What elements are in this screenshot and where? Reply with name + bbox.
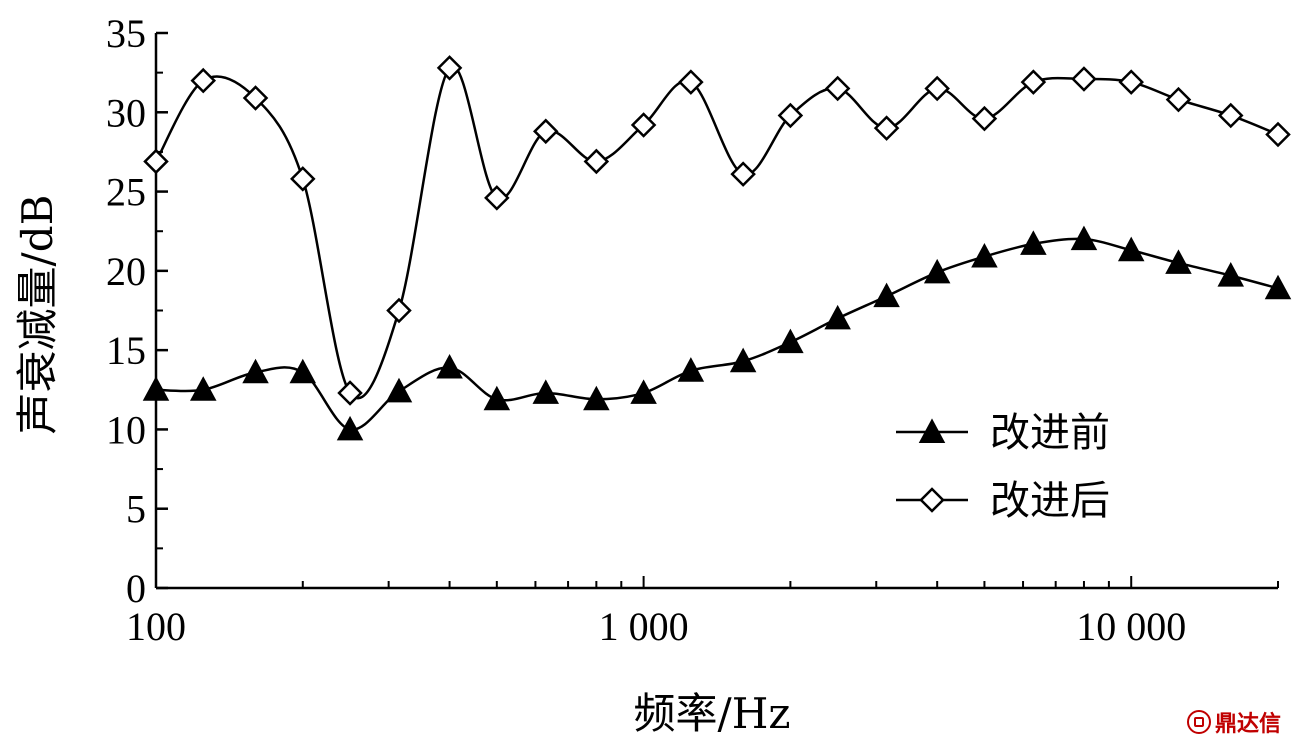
data-point <box>189 376 217 401</box>
axes: 0 5 10 15 20 25 30 35 100 1 000 10 000 <box>106 11 1279 649</box>
data-point <box>583 385 610 411</box>
x-tick-label: 1 000 <box>599 604 689 649</box>
data-point <box>1071 66 1097 92</box>
y-tick-label: 15 <box>106 328 146 373</box>
data-point <box>532 379 560 404</box>
data-point <box>924 75 950 102</box>
legend-item: 改进后 <box>896 478 1110 524</box>
data-point <box>242 85 269 111</box>
data-point <box>436 55 463 81</box>
data-point <box>1020 230 1047 255</box>
data-point <box>190 67 217 94</box>
data-point <box>385 377 413 403</box>
data-point <box>729 347 757 373</box>
data-point <box>923 258 951 284</box>
data-point <box>289 358 317 384</box>
data-point <box>436 354 463 379</box>
data-point <box>873 282 900 308</box>
series-layer <box>142 55 1292 441</box>
series-line <box>154 64 1279 400</box>
data-point <box>1217 262 1245 287</box>
data-point <box>290 166 316 192</box>
data-point <box>336 415 364 441</box>
data-point <box>386 297 412 324</box>
data-point <box>1020 69 1047 95</box>
series-line <box>155 237 1279 431</box>
data-point <box>730 161 756 187</box>
y-tick-label: 0 <box>126 566 146 611</box>
x-tick-label: 10 000 <box>1076 604 1186 649</box>
data-point <box>630 112 657 138</box>
watermark-logo-icon <box>1186 710 1211 734</box>
data-point <box>532 118 559 145</box>
data-point <box>1165 249 1192 274</box>
data-point <box>777 328 804 354</box>
data-point <box>483 385 511 411</box>
x-tick-label: 100 <box>126 604 186 649</box>
y-tick-label: 30 <box>106 90 146 135</box>
data-point <box>1264 274 1292 300</box>
legend-label: 改进前 <box>990 410 1110 456</box>
data-point <box>677 357 705 382</box>
y-axis-title: 声衰减量/dB <box>13 195 62 435</box>
data-point <box>873 115 900 141</box>
series-2 <box>143 55 1291 406</box>
data-point <box>824 75 851 102</box>
legend-marker <box>919 487 945 513</box>
watermark: 鼎达信 <box>1186 706 1281 738</box>
data-point <box>824 304 851 330</box>
data-point <box>1070 225 1098 251</box>
data-point <box>1265 121 1291 148</box>
legend-label: 改进后 <box>990 478 1110 524</box>
data-point <box>143 148 169 175</box>
y-tick-label: 35 <box>106 11 146 56</box>
data-point <box>337 380 363 406</box>
x-axis-title: 频率/Hz <box>634 689 791 738</box>
y-tick-label: 20 <box>106 249 146 294</box>
y-tick-label: 5 <box>126 487 146 532</box>
series-1 <box>142 225 1292 441</box>
data-point <box>630 379 657 404</box>
data-point <box>484 185 510 211</box>
legend-marker <box>918 418 946 443</box>
data-point <box>971 105 998 132</box>
data-point <box>777 102 804 129</box>
data-point <box>1217 102 1244 129</box>
y-tick-label: 10 <box>106 407 146 452</box>
watermark-text: 鼎达信 <box>1214 712 1281 737</box>
data-point <box>1118 69 1144 95</box>
legend-item: 改进前 <box>896 410 1110 456</box>
axis-labels: 频率/Hz 声衰减量/dB <box>13 195 790 738</box>
data-point <box>1117 236 1145 262</box>
data-point <box>142 376 170 401</box>
y-tick-label: 25 <box>106 170 146 215</box>
data-point <box>242 358 269 384</box>
data-point <box>971 243 998 268</box>
data-point <box>1165 86 1192 113</box>
data-point <box>678 69 704 95</box>
data-point <box>583 148 610 175</box>
